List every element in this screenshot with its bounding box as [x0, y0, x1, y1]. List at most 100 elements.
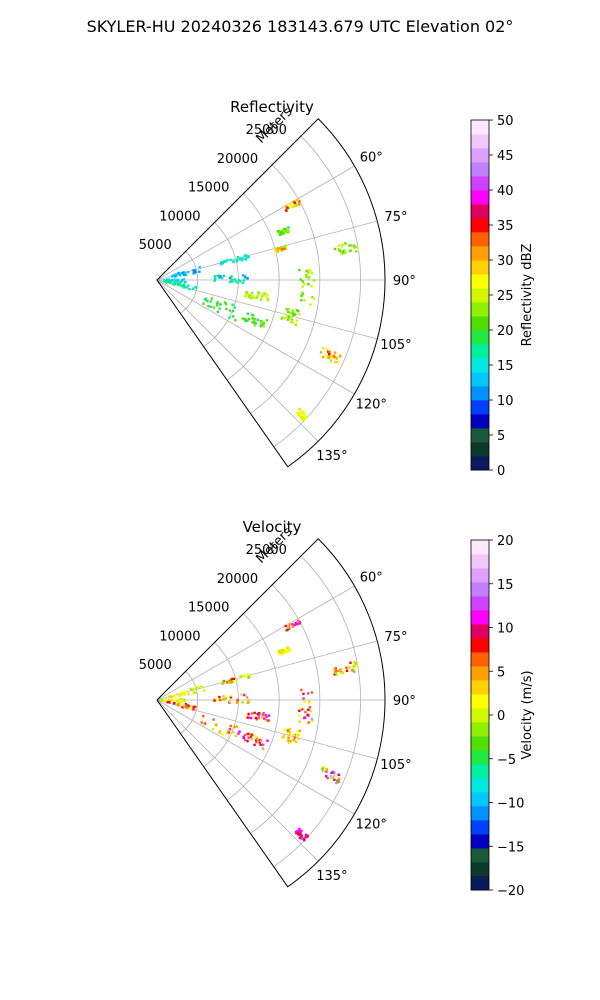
data-point	[246, 732, 249, 736]
data-point	[307, 721, 310, 724]
panel-title: Reflectivity	[230, 98, 314, 116]
data-point	[289, 740, 292, 743]
data-point	[195, 707, 198, 710]
colorbar-segment	[471, 288, 489, 303]
data-point	[282, 734, 286, 737]
data-point	[331, 776, 335, 779]
angular-tick-label: 135°	[316, 449, 347, 464]
data-point	[172, 279, 175, 283]
data-point	[213, 699, 216, 702]
data-point	[294, 203, 298, 206]
data-point	[179, 280, 182, 284]
data-point	[301, 285, 304, 288]
data-point	[262, 711, 265, 715]
data-point	[192, 690, 196, 694]
data-point	[243, 254, 247, 257]
data-point	[194, 691, 197, 695]
data-point	[215, 723, 218, 727]
data-point	[221, 733, 224, 736]
data-point	[292, 313, 295, 317]
data-point	[178, 274, 182, 277]
data-point	[335, 669, 338, 673]
data-point	[254, 735, 258, 738]
data-point	[329, 774, 332, 778]
data-point	[224, 697, 228, 700]
colorbar-tick-label: 25	[497, 289, 514, 304]
data-point	[253, 296, 256, 299]
data-point	[345, 666, 348, 669]
data-point	[295, 734, 298, 738]
data-point	[213, 279, 216, 282]
data-point	[226, 681, 229, 684]
data-point	[226, 731, 229, 735]
data-point	[298, 268, 301, 272]
data-point	[300, 688, 303, 692]
data-point	[292, 311, 295, 315]
data-point	[247, 732, 250, 736]
colorbar-segment	[471, 764, 489, 779]
colorbar-segment	[471, 442, 489, 457]
data-point	[182, 698, 186, 701]
data-point	[213, 277, 217, 280]
data-point	[204, 297, 208, 301]
data-point	[286, 229, 289, 233]
data-point	[344, 242, 347, 245]
data-point	[261, 747, 265, 750]
radial-tick-label: 5000	[139, 238, 172, 253]
data-point	[222, 274, 226, 278]
data-point	[303, 838, 306, 842]
data-point	[257, 291, 260, 294]
data-point	[241, 317, 245, 320]
data-point	[276, 230, 280, 233]
data-point	[284, 244, 287, 248]
data-point	[310, 691, 314, 694]
data-point	[336, 780, 339, 783]
data-point	[305, 275, 308, 279]
data-point	[183, 704, 187, 707]
colorbar-tick-label: 30	[497, 254, 514, 269]
data-point	[287, 310, 290, 314]
data-point	[251, 294, 254, 297]
data-point	[209, 305, 212, 308]
radial-gridline	[180, 250, 199, 314]
data-point	[245, 291, 249, 294]
data-point	[286, 646, 289, 649]
data-point	[281, 316, 284, 319]
data-point	[186, 704, 190, 707]
data-point	[255, 718, 259, 721]
data-point	[182, 283, 185, 286]
data-point	[286, 730, 289, 734]
angular-gridline	[156, 279, 319, 442]
colorbar-segment	[471, 624, 489, 639]
data-point	[238, 258, 242, 261]
data-point	[308, 700, 311, 703]
colorbar-segment	[471, 806, 489, 821]
data-point	[298, 729, 302, 732]
data-point	[172, 274, 175, 277]
data-point	[274, 249, 278, 252]
data-point	[267, 719, 270, 722]
data-point	[286, 318, 290, 321]
data-point	[229, 724, 232, 728]
data-point	[191, 687, 195, 691]
data-point	[254, 739, 258, 742]
data-point	[160, 699, 163, 702]
data-point	[222, 679, 226, 683]
data-point	[176, 703, 180, 706]
data-point	[303, 299, 306, 302]
data-point	[294, 313, 297, 316]
data-point	[216, 310, 220, 314]
radial-tick-label: 25000	[246, 543, 287, 558]
data-point	[175, 273, 178, 277]
data-point	[224, 259, 228, 263]
data-point	[240, 693, 243, 696]
data-point	[292, 733, 296, 737]
data-point	[246, 739, 249, 743]
data-point	[302, 837, 305, 840]
colorbar-segment	[471, 274, 489, 289]
radial-gridline	[273, 135, 361, 448]
data-point	[285, 650, 288, 653]
data-point	[303, 716, 307, 719]
data-point	[228, 280, 232, 284]
data-point	[240, 259, 244, 262]
